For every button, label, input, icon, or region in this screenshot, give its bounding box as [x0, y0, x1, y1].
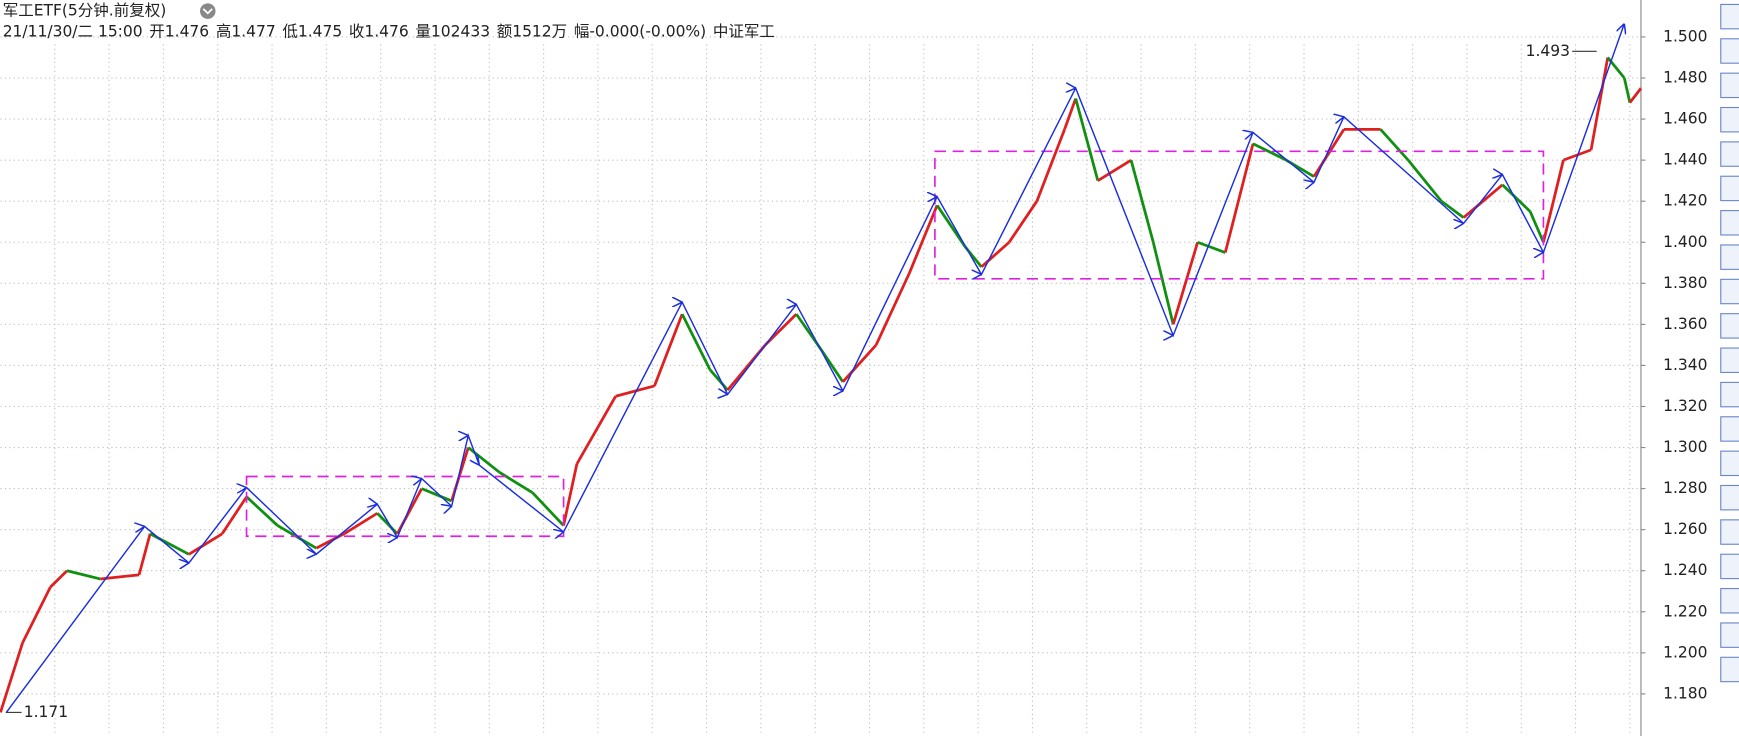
info-item: 高1.477 — [216, 23, 276, 41]
price-segment — [1528, 210, 1545, 243]
y-tick-label: 1.200 — [1663, 643, 1707, 661]
toolbar-button[interactable] — [1720, 210, 1739, 236]
annotation-label: 1.493 — [1526, 42, 1570, 60]
y-tick-label: 1.220 — [1663, 602, 1707, 620]
price-segment — [0, 642, 24, 713]
price-segment — [1542, 159, 1565, 243]
price-segment — [708, 368, 729, 391]
price-segment — [149, 532, 190, 556]
price-segment — [1035, 128, 1066, 202]
y-tick-label: 1.400 — [1663, 233, 1707, 251]
y-tick-label: 1.360 — [1663, 315, 1707, 333]
toolbar-button[interactable] — [1720, 72, 1739, 99]
toolbar-button[interactable] — [1720, 313, 1739, 339]
info-item: 21/11/30/二 15:00 — [3, 23, 143, 41]
y-tick-label: 1.380 — [1663, 274, 1707, 292]
price-segment — [66, 569, 101, 581]
price-segment — [562, 463, 579, 526]
price-segment — [21, 586, 52, 644]
toolbar-button[interactable] — [1720, 588, 1739, 614]
price-segment — [137, 533, 152, 576]
price-segment — [421, 487, 453, 503]
price-segment — [653, 313, 684, 387]
toolbar-button[interactable] — [1720, 553, 1739, 580]
y-tick-label: 1.320 — [1663, 397, 1707, 415]
price-segment — [1501, 183, 1532, 213]
toolbar-button[interactable] — [1720, 519, 1739, 545]
price-segment — [908, 204, 939, 274]
info-item: 收1.476 — [349, 23, 409, 41]
toolbar-button[interactable] — [1720, 175, 1739, 202]
price-segment — [245, 495, 279, 527]
menu-icon — [202, 8, 213, 15]
info-item: 开1.476 — [149, 23, 209, 41]
price-segment — [1606, 56, 1626, 79]
price-segment — [531, 491, 565, 527]
price-segment — [1312, 128, 1346, 178]
info-item: 量102433 — [415, 23, 490, 41]
price-segment — [1407, 159, 1443, 203]
toolbar-button[interactable] — [1720, 244, 1739, 270]
price-segment — [1197, 240, 1226, 254]
annotation-label: 1.171 — [24, 703, 68, 721]
price-segment — [841, 343, 878, 383]
price-segment — [680, 313, 712, 371]
toolbar-button[interactable] — [1720, 38, 1739, 64]
menu-button[interactable] — [200, 3, 216, 19]
toolbar-button[interactable] — [1720, 347, 1739, 373]
price-segment — [1589, 57, 1610, 151]
toolbar-button[interactable] — [1720, 141, 1739, 167]
price-segment — [1628, 87, 1643, 104]
price-segment — [1063, 98, 1077, 130]
y-tick-label: 1.240 — [1663, 561, 1707, 579]
y-tick-label: 1.180 — [1663, 684, 1707, 702]
price-segment — [1379, 128, 1410, 162]
price-segment — [935, 204, 966, 248]
y-tick-label: 1.440 — [1663, 151, 1707, 169]
y-tick-label: 1.420 — [1663, 192, 1707, 210]
price-segment — [188, 532, 223, 556]
toolbar-button[interactable] — [1720, 416, 1739, 442]
toolbar-button[interactable] — [1720, 3, 1739, 30]
info-item: 低1.475 — [282, 23, 342, 41]
price-segment — [1462, 183, 1504, 219]
y-tick-label: 1.300 — [1663, 438, 1707, 456]
y-tick-label: 1.280 — [1663, 479, 1707, 497]
toolbar-button[interactable] — [1720, 450, 1739, 477]
toolbar-button[interactable] — [1720, 381, 1739, 408]
toolbar — [1720, 3, 1739, 683]
price-segment — [764, 313, 798, 346]
price-segment — [575, 395, 617, 465]
y-tick-label: 1.480 — [1663, 69, 1707, 87]
zigzag-line — [5, 24, 1624, 714]
price-segment — [49, 569, 68, 589]
chart-title: 军工ETF(5分钟.前复权) — [3, 2, 167, 20]
y-tick-label: 1.340 — [1663, 356, 1707, 374]
price-segment — [498, 471, 534, 494]
y-tick-label: 1.500 — [1663, 27, 1707, 45]
info-item: 额1512万 — [497, 23, 567, 41]
price-segment — [343, 512, 379, 535]
toolbar-button[interactable] — [1720, 278, 1739, 305]
toolbar-button[interactable] — [1720, 106, 1739, 133]
range-box — [245, 475, 565, 538]
price-segment — [1440, 200, 1465, 219]
y-tick-label: 1.260 — [1663, 520, 1707, 538]
toolbar-button[interactable] — [1720, 656, 1739, 683]
y-tick-label: 1.460 — [1663, 110, 1707, 128]
info-item: 幅-0.000(-0.00%) — [574, 23, 706, 41]
toolbar-button[interactable] — [1720, 484, 1739, 511]
info-item: 中证军工 — [713, 23, 775, 41]
toolbar-button[interactable] — [1720, 622, 1739, 648]
price-segment — [1097, 158, 1132, 182]
price-segment — [1622, 77, 1632, 103]
